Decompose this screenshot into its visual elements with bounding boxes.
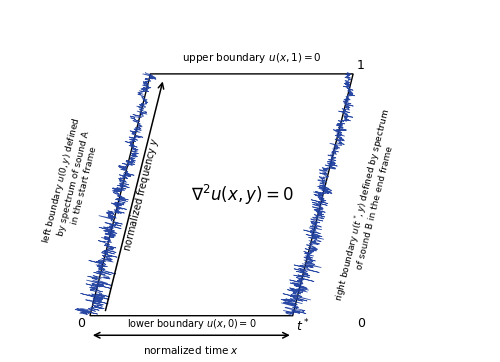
Text: 0: 0 [356, 317, 364, 331]
Text: 1: 1 [356, 59, 364, 72]
Text: lower boundary $u(x,0) = 0$: lower boundary $u(x,0) = 0$ [126, 317, 256, 332]
Text: $\nabla^2 u(x,y) = 0$: $\nabla^2 u(x,y) = 0$ [192, 183, 294, 207]
Text: normalized time $x$: normalized time $x$ [144, 344, 240, 356]
Text: $t^*$: $t^*$ [296, 317, 310, 334]
Text: 0: 0 [76, 317, 84, 331]
Text: upper boundary $u(x,1) = 0$: upper boundary $u(x,1) = 0$ [182, 51, 322, 65]
Text: normalized frequency $y$: normalized frequency $y$ [120, 136, 162, 253]
Text: right boundary $u(t^*\!,y)$ defined by spectrum
of sound B in the end frame: right boundary $u(t^*\!,y)$ defined by s… [332, 107, 404, 305]
Text: left boundary $u(0,y)$ defined
by spectrum of sound A
in the start frame: left boundary $u(0,y)$ defined by spectr… [40, 116, 104, 250]
